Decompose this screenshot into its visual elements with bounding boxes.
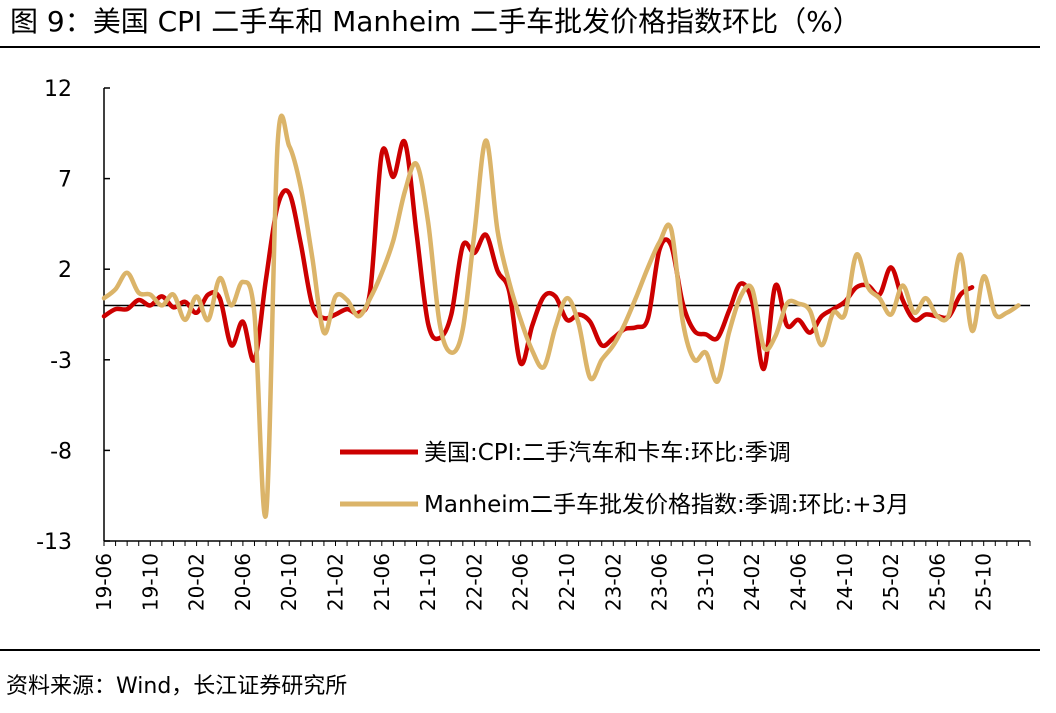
- x-tick-label: 23-10: [694, 553, 718, 611]
- chart-title: 图 9：美国 CPI 二手车和 Manheim 二手车批发价格指数环比（%）: [10, 5, 861, 38]
- y-tick-label: 2: [58, 258, 72, 283]
- x-tick-label: 24-02: [740, 553, 764, 611]
- x-tick-label: 25-10: [972, 553, 996, 611]
- y-tick-label: -13: [36, 530, 72, 555]
- y-tick-label: -8: [50, 439, 72, 464]
- x-tick-label: 23-02: [601, 553, 625, 611]
- legend-entry-manheim-label: Manheim二手车批发价格指数:季调:环比:+3月: [424, 492, 909, 518]
- footer-divider: [0, 649, 1040, 651]
- title-divider: [0, 46, 1040, 48]
- y-tick-label: 7: [58, 168, 72, 193]
- y-tick-label: -3: [50, 349, 72, 374]
- series-layer: [101, 113, 1021, 519]
- x-tick-label: 22-06: [509, 553, 533, 611]
- series-line-manheim: [101, 113, 1021, 519]
- chart-legend: 美国:CPI:二手汽车和卡车:环比:季调 Manheim二手车批发价格指数:季调:…: [340, 440, 909, 518]
- x-tick-label: 20-02: [185, 553, 209, 611]
- y-tick-label: 12: [44, 77, 72, 102]
- source-note: 资料来源：Wind，长江证券研究所: [6, 674, 348, 699]
- x-tick-label: 25-06: [925, 553, 949, 611]
- x-tick-label: 21-10: [416, 553, 440, 611]
- x-tick-label: 24-10: [833, 553, 857, 611]
- x-tick-label: 21-02: [324, 553, 348, 611]
- x-tick-label: 19-10: [138, 553, 162, 611]
- x-tick-label: 21-06: [370, 553, 394, 611]
- x-tick-label: 24-06: [787, 553, 811, 611]
- legend-entry-cpi-label: 美国:CPI:二手汽车和卡车:环比:季调: [424, 440, 791, 466]
- x-tick-label: 22-02: [462, 553, 486, 611]
- x-tick-label: 20-06: [231, 553, 255, 611]
- x-tick-label: 25-02: [879, 553, 903, 611]
- chart-axes: 12 7 2 -3 -8 -13 19-06 19-10 20-02 20-06 20-10 21-0…: [36, 77, 1031, 611]
- x-tick-label: 22-10: [555, 553, 579, 611]
- series-line-cpi: [101, 138, 975, 372]
- x-tick-label: 19-06: [92, 553, 116, 611]
- x-tick-label: 23-06: [648, 553, 672, 611]
- x-tick-label: 20-10: [277, 553, 301, 611]
